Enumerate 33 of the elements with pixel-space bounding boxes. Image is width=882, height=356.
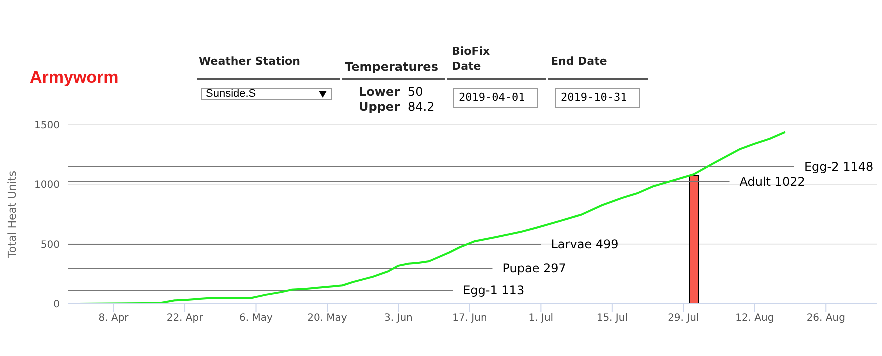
x-tick-label: 17. Jun (452, 313, 488, 324)
y-tick-label: 0 (54, 300, 60, 311)
x-tick-label: 22. Apr (166, 313, 204, 324)
x-tick-label: 3. Jun (384, 313, 413, 324)
chart-title: Armyworm (30, 68, 119, 88)
ref-line-label: Egg-2 1148 (804, 160, 874, 174)
text: Sunside.S (201, 88, 332, 100)
text: 84.2 (408, 100, 435, 114)
text: End Date (551, 55, 608, 68)
text: BioFix Date (452, 44, 492, 74)
text: Temperatures (345, 60, 438, 74)
y-axis-title: Total Heat Units (6, 170, 19, 259)
x-tick-label: 1. Jul (528, 313, 554, 324)
text: Lower (359, 85, 400, 99)
x-tick-label: 26. Aug (806, 313, 846, 324)
ref-line-label: Larvae 499 (551, 237, 619, 252)
x-tick-label: 15. Jul (596, 313, 628, 324)
y-tick-label: 1500 (34, 120, 60, 132)
x-tick-label: 6. May (240, 313, 274, 324)
x-tick-label: 12. Aug (736, 313, 774, 324)
ref-line-label: Egg-1 113 (463, 284, 525, 298)
text: 50 (408, 85, 424, 99)
ref-line-label: Pupae 297 (502, 262, 566, 276)
x-tick-label: 8. Apr (98, 313, 130, 324)
y-tick-label: 500 (40, 240, 60, 251)
x-tick-label: 20. May (308, 313, 348, 324)
ref-line-label: Adult 1022 (740, 175, 806, 190)
text: 2019-04-01 (453, 88, 538, 108)
text: 2019-10-31 (555, 88, 640, 108)
y-tick-label: 1000 (34, 180, 60, 192)
x-tick-label: 29. Jul (668, 313, 700, 324)
text: Upper (359, 100, 400, 114)
text: Weather Station (199, 55, 300, 68)
